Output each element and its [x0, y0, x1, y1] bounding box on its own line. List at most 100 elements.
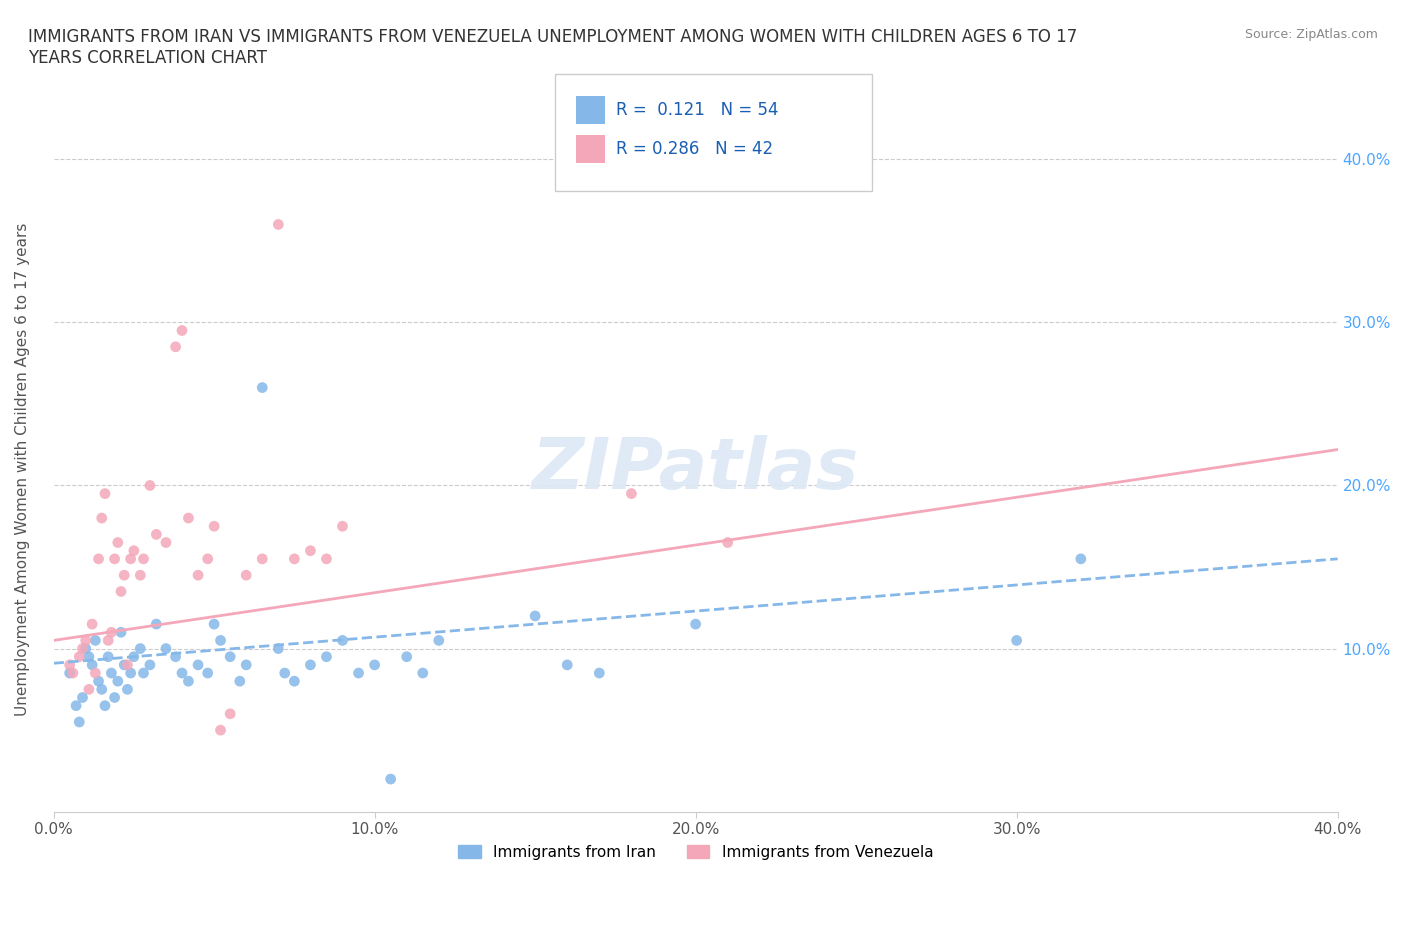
- Point: [283, 673, 305, 688]
- Point: [97, 633, 120, 648]
- Point: [59, 658, 82, 672]
- Point: [283, 551, 305, 566]
- Point: [155, 535, 177, 550]
- Point: [117, 682, 139, 697]
- Point: [112, 567, 135, 582]
- Point: [252, 551, 274, 566]
- Point: [229, 673, 252, 688]
- Point: [82, 658, 104, 672]
- Text: R = 0.286   N = 42: R = 0.286 N = 42: [616, 140, 773, 158]
- Point: [129, 641, 152, 656]
- Point: [170, 323, 193, 338]
- Point: [122, 543, 145, 558]
- Point: [139, 478, 162, 493]
- Point: [235, 567, 257, 582]
- Point: [332, 519, 354, 534]
- Point: [117, 658, 139, 672]
- Point: [112, 658, 135, 672]
- Point: [187, 658, 209, 672]
- Point: [139, 658, 162, 672]
- Point: [132, 666, 155, 681]
- Point: [177, 511, 200, 525]
- Point: [202, 519, 225, 534]
- Point: [104, 690, 127, 705]
- Text: ZIPatlas: ZIPatlas: [531, 434, 859, 504]
- Point: [252, 380, 274, 395]
- Point: [267, 641, 290, 656]
- Point: [72, 641, 94, 656]
- Point: [219, 649, 242, 664]
- Point: [84, 633, 107, 648]
- Point: [555, 658, 578, 672]
- Point: [347, 666, 370, 681]
- Point: [132, 551, 155, 566]
- Text: Source: ZipAtlas.com: Source: ZipAtlas.com: [1244, 28, 1378, 41]
- Point: [274, 666, 297, 681]
- Point: [110, 584, 132, 599]
- Point: [82, 617, 104, 631]
- Point: [87, 551, 110, 566]
- Point: [67, 714, 90, 729]
- Point: [219, 707, 242, 722]
- Point: [588, 666, 610, 681]
- Text: R =  0.121   N = 54: R = 0.121 N = 54: [616, 100, 779, 119]
- Point: [235, 658, 257, 672]
- Point: [87, 673, 110, 688]
- Point: [62, 666, 84, 681]
- Point: [299, 543, 322, 558]
- Point: [363, 658, 385, 672]
- Point: [165, 339, 187, 354]
- Point: [187, 567, 209, 582]
- Point: [170, 666, 193, 681]
- Point: [315, 649, 337, 664]
- Point: [97, 649, 120, 664]
- Point: [197, 666, 219, 681]
- Point: [67, 649, 90, 664]
- Y-axis label: Unemployment Among Women with Children Ages 6 to 17 years: Unemployment Among Women with Children A…: [15, 222, 30, 716]
- Point: [717, 535, 740, 550]
- Point: [145, 617, 167, 631]
- Point: [1005, 633, 1028, 648]
- Point: [110, 625, 132, 640]
- Point: [59, 666, 82, 681]
- Point: [94, 698, 117, 713]
- Point: [75, 633, 97, 648]
- Point: [395, 649, 418, 664]
- Point: [145, 527, 167, 542]
- Point: [427, 633, 450, 648]
- Legend: Immigrants from Iran, Immigrants from Venezuela: Immigrants from Iran, Immigrants from Ve…: [451, 839, 939, 866]
- Point: [209, 633, 232, 648]
- Point: [122, 649, 145, 664]
- Point: [94, 486, 117, 501]
- Point: [685, 617, 707, 631]
- Point: [524, 608, 547, 623]
- Point: [197, 551, 219, 566]
- Point: [72, 690, 94, 705]
- Point: [75, 641, 97, 656]
- Point: [129, 567, 152, 582]
- Point: [155, 641, 177, 656]
- Point: [90, 682, 112, 697]
- Point: [100, 625, 122, 640]
- Point: [412, 666, 434, 681]
- Point: [620, 486, 643, 501]
- Point: [177, 673, 200, 688]
- Point: [84, 666, 107, 681]
- Point: [380, 772, 402, 787]
- Point: [299, 658, 322, 672]
- Point: [1070, 551, 1092, 566]
- Point: [209, 723, 232, 737]
- Point: [107, 673, 129, 688]
- Point: [165, 649, 187, 664]
- Point: [90, 511, 112, 525]
- Point: [77, 649, 100, 664]
- Point: [332, 633, 354, 648]
- Point: [100, 666, 122, 681]
- Point: [107, 535, 129, 550]
- Point: [77, 682, 100, 697]
- Point: [202, 617, 225, 631]
- Point: [120, 551, 142, 566]
- Point: [315, 551, 337, 566]
- Point: [267, 217, 290, 232]
- Text: IMMIGRANTS FROM IRAN VS IMMIGRANTS FROM VENEZUELA UNEMPLOYMENT AMONG WOMEN WITH : IMMIGRANTS FROM IRAN VS IMMIGRANTS FROM …: [28, 28, 1077, 67]
